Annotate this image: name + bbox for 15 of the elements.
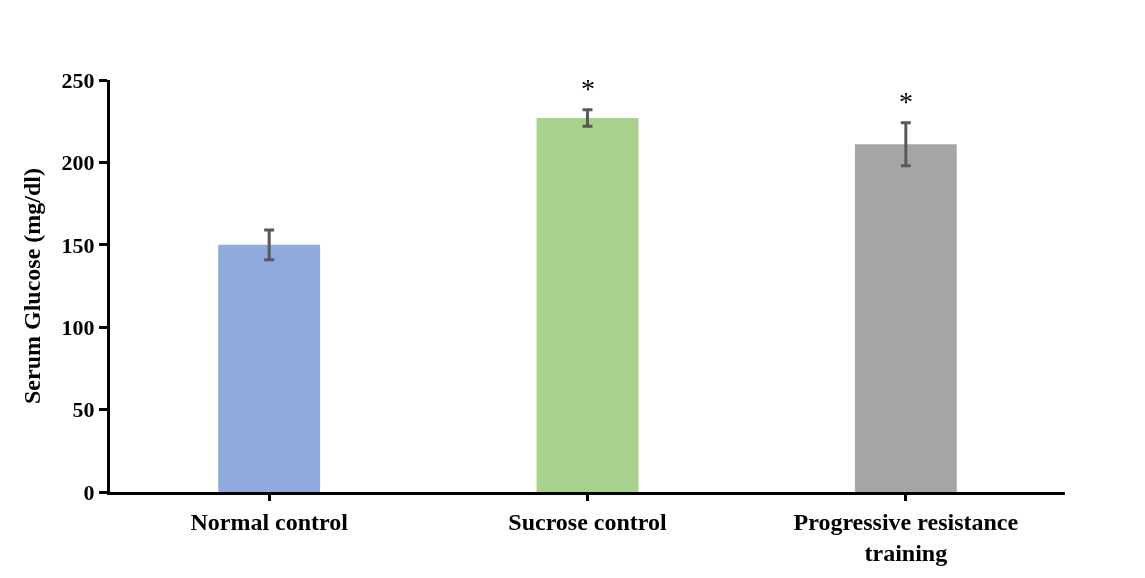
y-tick-label: 250: [61, 67, 95, 93]
x-tick-label: Normal control: [190, 508, 349, 535]
x-tick-label: Sucrose control: [508, 508, 668, 535]
data-label: *: [899, 86, 913, 117]
bar: [218, 244, 321, 492]
y-tick-label: 50: [72, 397, 95, 423]
y-axis-title: Serum Glucose (mg/dl): [18, 168, 45, 404]
data-label: *: [581, 73, 595, 104]
y-tick-label: 0: [83, 479, 95, 505]
x-tick-label: Progressive resistance training: [793, 508, 1019, 566]
bar: [854, 144, 957, 492]
y-tick-label: 200: [61, 150, 95, 176]
y-tick-label: 150: [61, 232, 95, 258]
bar: [536, 117, 639, 492]
y-tick-label: 100: [61, 314, 95, 340]
